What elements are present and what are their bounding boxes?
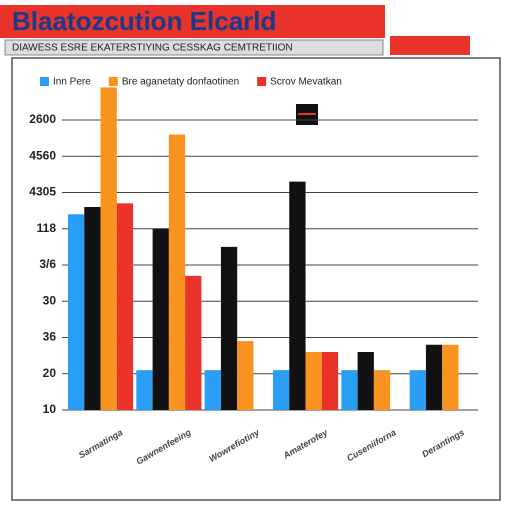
title-banner bbox=[0, 5, 385, 38]
x-tick-label: Wowrefiotiny bbox=[207, 427, 262, 464]
x-tick-label: Derantings bbox=[420, 427, 466, 459]
bar bbox=[373, 370, 391, 410]
legend-swatch bbox=[257, 77, 267, 86]
bar bbox=[84, 207, 101, 410]
bar bbox=[409, 370, 426, 410]
y-tick-label: 4560 bbox=[29, 148, 56, 162]
bar bbox=[357, 352, 374, 410]
bar bbox=[220, 246, 238, 410]
bar bbox=[185, 275, 202, 410]
y-tick-label: 3/6 bbox=[39, 257, 56, 271]
bar bbox=[425, 344, 443, 410]
y-tick-label: 30 bbox=[43, 293, 57, 307]
y-tick-label: 36 bbox=[43, 330, 57, 344]
header-box bbox=[390, 36, 470, 55]
subtitle-bar bbox=[4, 39, 384, 56]
y-tick-label: 2600 bbox=[29, 112, 56, 126]
bar bbox=[152, 228, 169, 410]
bar bbox=[168, 134, 186, 410]
chart-title: Blaatozcution Elcarld bbox=[12, 6, 276, 36]
x-tick-label: Gawnenfeeing bbox=[134, 427, 193, 467]
bar bbox=[289, 181, 306, 410]
chart-subtitle: DIAWESS ESRE EKATERSTIYING CESSKAG CEMTR… bbox=[12, 43, 293, 54]
x-tick-label: Cuseniiforna bbox=[345, 427, 398, 463]
bar bbox=[273, 370, 290, 410]
legend-label: Bre aganetaty donfaotinen bbox=[122, 77, 239, 88]
bar bbox=[237, 341, 254, 410]
bar bbox=[204, 370, 221, 410]
bar bbox=[305, 352, 322, 410]
bar bbox=[442, 344, 459, 410]
bar bbox=[321, 352, 339, 410]
bar bbox=[100, 87, 117, 410]
bar bbox=[136, 370, 153, 410]
y-tick-label: 20 bbox=[43, 366, 57, 380]
y-tick-label: 118 bbox=[37, 221, 57, 235]
x-tick-label: Amaterofey bbox=[281, 427, 331, 461]
y-tick-label: 4305 bbox=[29, 185, 56, 199]
bar bbox=[341, 370, 358, 410]
y-tick-label: 10 bbox=[43, 402, 57, 416]
legend-swatch bbox=[40, 77, 49, 86]
bar bbox=[68, 214, 85, 410]
legend-label: Scrov Mevatkan bbox=[270, 77, 342, 88]
legend-label: Inn Pere bbox=[53, 77, 91, 88]
x-tick-label: Sarmatinga bbox=[77, 427, 124, 460]
bar bbox=[116, 203, 134, 410]
chart-frame bbox=[11, 57, 501, 501]
legend-swatch bbox=[108, 77, 118, 86]
